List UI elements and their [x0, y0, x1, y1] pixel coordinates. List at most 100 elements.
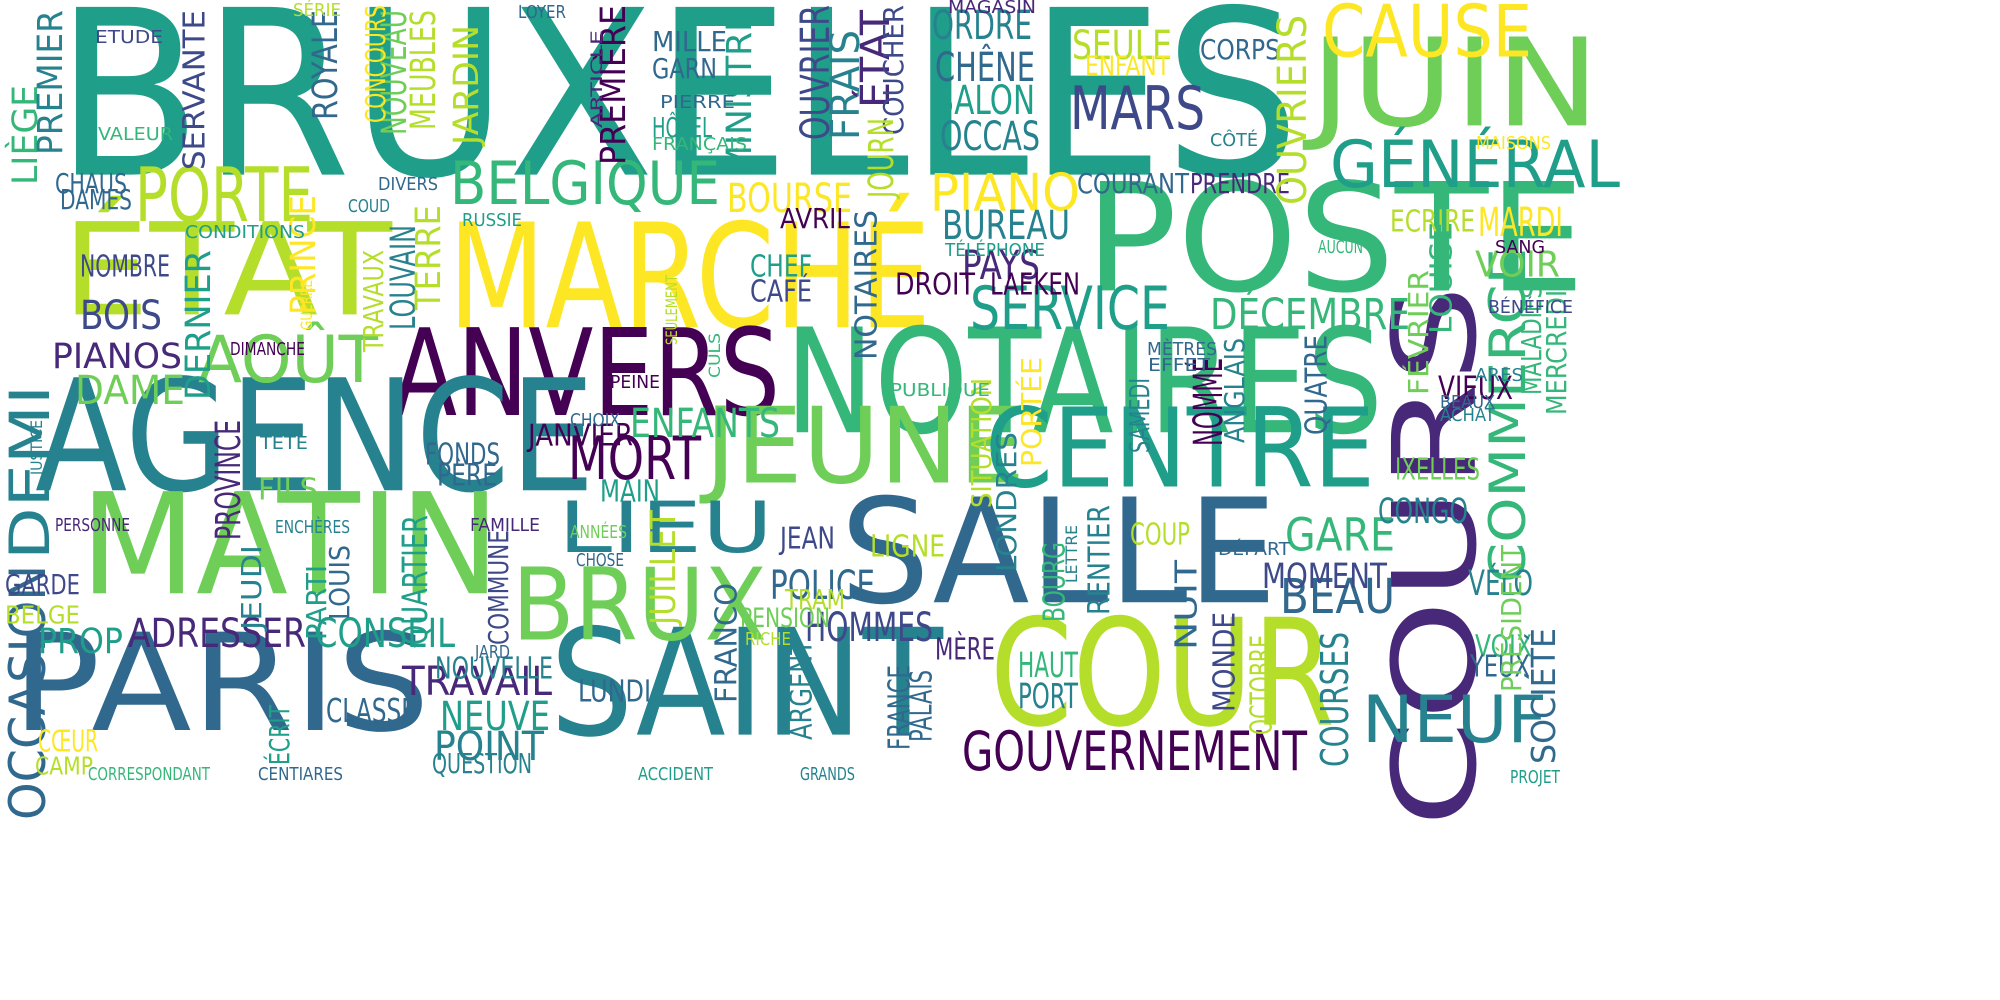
word-grands: GRANDS — [800, 764, 855, 785]
word-centiares: CENTIARES — [258, 764, 343, 785]
word-loyer: LOYER — [518, 2, 566, 23]
word-royale: ROYALE — [306, 10, 346, 120]
word-août: AOÛT — [198, 320, 378, 398]
word-salon: SALON — [935, 78, 1035, 124]
word-parti: PARTI — [300, 565, 333, 640]
word-port: PORT — [1018, 677, 1078, 717]
word-mètres: MÈTRES — [1147, 338, 1217, 360]
word-portée: PORTÉE — [1014, 357, 1048, 467]
word-sang: SANG — [1495, 237, 1545, 258]
word-notaires: NOTAIRES — [785, 298, 1383, 467]
word-seulement: SEULEMENT — [662, 275, 681, 345]
word-gouvernement: GOUVERNEMENT — [962, 720, 1308, 783]
word-mille: MILLE — [652, 25, 727, 58]
word-guerre: GUERRE — [297, 280, 316, 330]
word-concours: CONCOURS — [359, 5, 392, 123]
word-frais: FRAIS — [823, 30, 869, 140]
word-paris: PARIS — [12, 605, 430, 762]
word-nouvelle: NOUVELLE — [435, 652, 553, 687]
word-louvain: LOUVAIN — [384, 225, 424, 330]
word-ares: ARES — [1475, 365, 1523, 386]
word-publique: PUBLIQUE — [890, 380, 990, 401]
word-correspondant: CORRESPONDANT — [88, 764, 211, 785]
word-haut: HAUT — [1018, 646, 1078, 686]
word-enchères: ENCHÈRES — [275, 516, 350, 538]
word-café: CAFÉ — [750, 274, 812, 310]
word-courses: COURSES — [1313, 632, 1357, 767]
word-départ: DÉPART — [1218, 538, 1291, 560]
word-état: ÉTAT — [62, 195, 393, 345]
word-mardi: MARDI — [1478, 200, 1563, 246]
word-cœur: CŒUR — [38, 725, 98, 760]
word-service: SERVICE — [970, 274, 1170, 344]
word-fils: FILS — [258, 473, 318, 508]
word-bénéfice: BÉNÉFICE — [1488, 296, 1573, 318]
word-situation: SITUATION — [965, 378, 998, 508]
word-meubles: MEUBLES — [404, 10, 444, 130]
word-louis: LOUIS — [323, 545, 356, 620]
word-bureau: BUREAU — [942, 203, 1070, 249]
word-neuve: NEUVE — [440, 694, 550, 740]
word-nombre: NOMBRE — [80, 250, 170, 285]
word-maladies: MALADIES — [1515, 285, 1548, 395]
word-mercredi: MERCREDI — [1540, 290, 1573, 415]
word-bruxelles: BRUXELLES — [55, 0, 1300, 230]
word-fonds: FONDS — [425, 438, 500, 473]
word-vélo: VÉLO — [1468, 562, 1533, 604]
word-nouveau: NOUVEAU — [375, 10, 415, 135]
word-beaux: BEAUX — [1440, 392, 1495, 413]
word-jeune: JEUNE — [699, 386, 1025, 508]
word-achat: ACHAT — [1440, 405, 1496, 426]
word-poste: POSTE — [1085, 152, 1585, 326]
word-prendre: PRENDRE — [1190, 167, 1290, 200]
word-père: PÈRE — [437, 458, 497, 494]
word-ordre: ORDRE — [932, 3, 1032, 49]
word-mère: MÈRE — [935, 632, 995, 668]
word-matin: MATIN — [80, 464, 500, 627]
word-aucun: AUCUN — [1318, 237, 1363, 258]
word-société: SOCIÉTÉ — [1523, 628, 1563, 764]
word-français: FRANÇAIS — [652, 134, 747, 155]
word-bourg: BOURG — [1038, 542, 1073, 622]
word-main: MAIN — [600, 475, 660, 510]
word-personne: PERSONNE — [55, 515, 130, 536]
word-dimanche: DIMANCHE — [230, 339, 305, 360]
word-neuf: NEUF — [1362, 683, 1547, 758]
word-voir: VOIR — [1475, 245, 1560, 286]
word-etude: ETUDE — [95, 27, 163, 48]
word-courant: COURANT — [1077, 167, 1190, 200]
word-travail: TRAVAIL — [401, 659, 553, 705]
word-travaux: TRAVAUX — [357, 250, 390, 353]
word-piano: PIANO — [930, 164, 1080, 224]
word-nommé: NOMMÉ — [1184, 358, 1232, 446]
word-février: FÉVRIER — [1401, 270, 1435, 395]
word-ecrire: ECRIRE — [1390, 205, 1475, 240]
word-chose: CHOSE — [576, 550, 624, 571]
word-vieux: VIEUX — [1438, 369, 1513, 407]
word-chef: CHEF — [750, 250, 812, 285]
word-garn: GARN — [652, 52, 717, 85]
word-lieu: LIEU — [558, 487, 773, 569]
word-état: ÉTAT — [851, 9, 899, 108]
word-coud: COUD — [348, 196, 390, 217]
word-commune: COMMUNE — [482, 530, 515, 645]
word-nuit: NUIT — [1170, 559, 1205, 650]
word-jean: JEAN — [778, 522, 835, 557]
word-téléphone: TÉLÉPHONE — [944, 239, 1045, 261]
word-garde: GARDE — [5, 568, 80, 601]
word-choix: CHOIX — [570, 410, 620, 431]
word-pays: PAYS — [962, 243, 1040, 289]
word-servante: SERVANTE — [178, 10, 213, 170]
word-liège: LIÈGE — [4, 85, 46, 185]
word-tram: TRAM — [784, 583, 845, 616]
word-moment: MOMENT — [1262, 557, 1387, 597]
word-bourse: BOURSE — [727, 176, 852, 222]
word-agence: AGENCE — [35, 346, 595, 527]
word-marché: MARCHÉ — [448, 193, 931, 362]
word-prop: PROP — [38, 622, 123, 662]
word-justice: JUSTICE — [27, 420, 46, 476]
word-quatre: QUATRE — [1300, 335, 1335, 435]
word-question: QUESTION — [432, 747, 532, 780]
word-rentier: RENTIER — [1083, 505, 1118, 615]
